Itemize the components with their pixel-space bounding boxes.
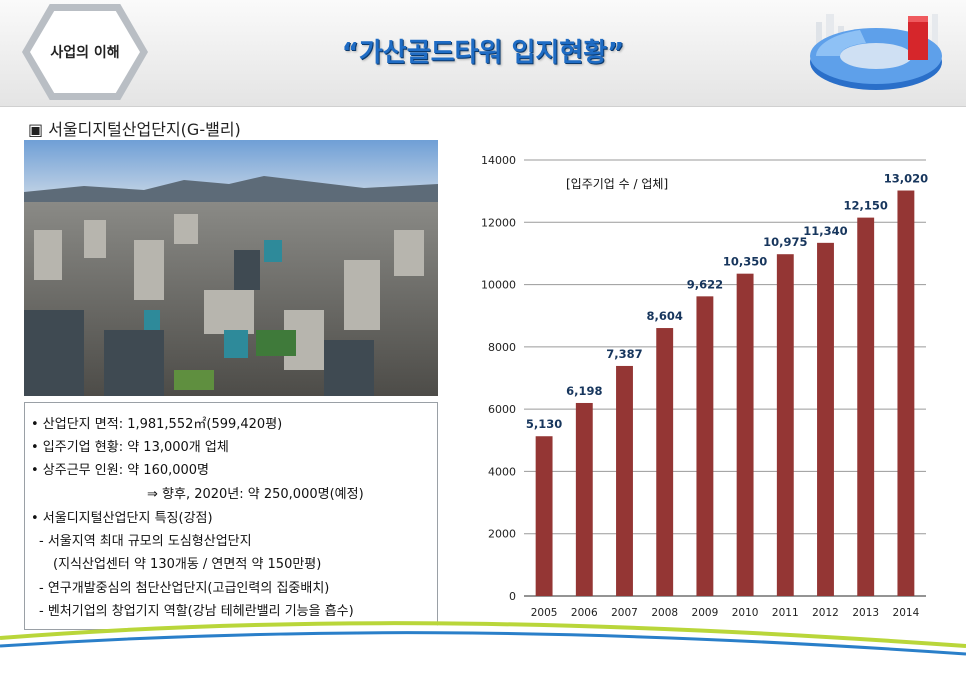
y-tick-label: 6000 (488, 403, 516, 416)
y-tick-label: 0 (509, 590, 516, 603)
bar (656, 328, 674, 596)
info-line-forecast: ⇒ 향후, 2020년: 약 250,000명(예정) (147, 487, 364, 502)
x-tick-label: 2005 (531, 607, 558, 619)
x-tick-label: 2009 (692, 607, 719, 619)
info-box: • 산업단지 면적: 1,981,552㎡(599,420평) • 입주기업 현… (24, 402, 438, 630)
bar (535, 436, 553, 596)
data-label: 6,198 (566, 384, 602, 398)
y-tick-label: 14000 (481, 154, 516, 167)
data-label: 13,020 (884, 172, 928, 186)
bar (696, 296, 714, 596)
bar (616, 365, 633, 596)
data-label: 9,622 (687, 277, 723, 291)
section-tag: 사업의 이해 (30, 11, 140, 93)
bar (736, 273, 754, 596)
aerial-city-photo (24, 140, 438, 396)
header-bar: 사업의 이해 “가산골드타워 입지현황” (0, 0, 966, 107)
x-tick-label: 2013 (852, 607, 879, 619)
x-tick-label: 2014 (893, 607, 920, 619)
x-tick-label: 2012 (812, 607, 839, 619)
bar (575, 402, 593, 596)
bar (857, 217, 875, 596)
bottom-swoosh-decoration (0, 621, 966, 683)
bar (897, 190, 915, 596)
data-label: 5,130 (526, 417, 562, 431)
data-label: 8,604 (647, 309, 683, 323)
page-title: “가산골드타워 입지현황” (341, 38, 625, 68)
info-line-feature-3: - 벤처기업의 창업기지 역할(강남 테헤란밸리 기능을 흡수) (39, 604, 354, 619)
data-label: 10,350 (723, 255, 767, 269)
x-tick-label: 2010 (732, 607, 759, 619)
x-tick-label: 2006 (571, 607, 598, 619)
x-axis-ticks: 2005 2006 2007 2008 2009 2010 2011 2012 2013 2014 (531, 607, 920, 619)
data-label: 12,150 (844, 199, 888, 213)
y-tick-label: 8000 (488, 341, 516, 354)
data-label: 10,975 (763, 235, 807, 249)
info-line-feature-2: - 연구개발중심의 첨단산업단지(고급인력의 집중배치) (39, 581, 330, 596)
y-tick-label: 12000 (481, 216, 516, 229)
data-label: 7,387 (606, 347, 642, 361)
x-tick-label: 2011 (772, 607, 799, 619)
bar-chart: 0 2000 4000 6000 8000 10000 12000 14000 5,130 6,… (481, 154, 928, 619)
info-line-area: • 산업단지 면적: 1,981,552㎡(599,420평) (31, 417, 283, 432)
data-label: 11,340 (803, 224, 847, 238)
info-line-workers: • 상주근무 인원: 약 160,000명 (31, 463, 210, 478)
y-tick-label: 10000 (481, 279, 516, 292)
bar (817, 242, 834, 596)
info-line-companies: • 입주기업 현황: 약 13,000개 업체 (31, 440, 229, 455)
x-tick-label: 2008 (651, 607, 678, 619)
y-tick-label: 2000 (488, 528, 516, 541)
section-title: ▣ 서울디지털산업단지(G-밸리) (28, 120, 241, 139)
info-line-feature-1: - 서울지역 최대 규모의 도심형산업단지 (39, 534, 252, 549)
y-axis-ticks: 0 2000 4000 6000 8000 10000 12000 14000 (481, 154, 516, 603)
chart-bars (535, 190, 915, 596)
ring-chart-decoration-icon (810, 14, 942, 90)
chart-title: [입주기업 수 / 업체] (566, 177, 668, 191)
bar (776, 254, 794, 596)
x-tick-label: 2007 (611, 607, 638, 619)
y-tick-label: 4000 (488, 465, 516, 478)
info-line-features: • 서울디지털산업단지 특징(강점) (31, 511, 213, 526)
info-line-feature-1-detail: (지식산업센터 약 130개동 / 연면적 약 150만평) (53, 557, 322, 572)
